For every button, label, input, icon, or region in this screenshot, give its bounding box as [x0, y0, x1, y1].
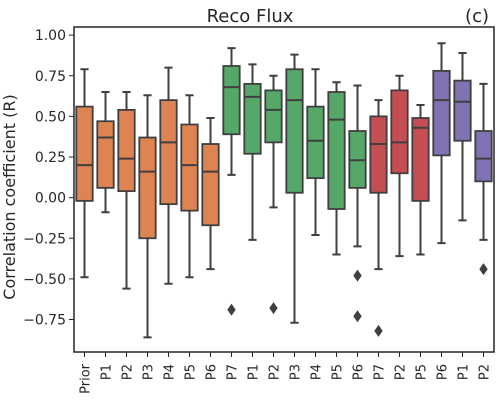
- box-group: [327, 81, 346, 256]
- x-tick-label: P2: [394, 364, 409, 380]
- x-tick-label: P3: [289, 364, 304, 380]
- box-group: [306, 68, 325, 236]
- x-tick-label: P2: [268, 364, 283, 380]
- box-group: [432, 42, 451, 245]
- outlier-point: [479, 263, 488, 276]
- y-tick-label: −0.25: [23, 231, 66, 247]
- iqr-box: [327, 91, 346, 210]
- x-tick-label: P1: [100, 364, 115, 380]
- box-group: [390, 74, 409, 258]
- iqr-box: [96, 120, 115, 189]
- x-tick-label: P6: [205, 364, 220, 380]
- y-tick-label: −0.75: [23, 313, 66, 329]
- iqr-box: [180, 123, 199, 212]
- box-group: [285, 53, 304, 324]
- box-group: [117, 91, 136, 290]
- iqr-box: [306, 105, 325, 180]
- iqr-box: [222, 65, 241, 136]
- x-tick-label: P3: [142, 364, 157, 380]
- x-tick-label: Prior: [79, 363, 94, 394]
- chart-title: Reco Flux: [207, 6, 294, 27]
- iqr-box: [390, 89, 409, 175]
- box-group: [264, 74, 283, 315]
- x-tick-label: P2: [121, 364, 136, 380]
- box-group: [474, 82, 493, 276]
- y-tick-label: −0.50: [23, 272, 66, 288]
- box-group: [369, 99, 388, 337]
- iqr-box: [75, 105, 94, 202]
- y-tick-label: 0.50: [35, 109, 66, 125]
- boxes-layer: [75, 42, 493, 339]
- x-tick-label: P5: [415, 364, 430, 380]
- outlier-point: [374, 324, 383, 337]
- iqr-box: [474, 130, 493, 183]
- iqr-box: [138, 136, 157, 240]
- iqr-box: [117, 108, 136, 193]
- outlier-point: [353, 310, 362, 323]
- y-axis-label: Correlation coefficient (R): [0, 94, 19, 299]
- plot-frame: [73, 26, 495, 353]
- x-tick-label: P6: [352, 364, 367, 380]
- x-tick-label: P2: [478, 364, 493, 380]
- box-group: [348, 84, 367, 323]
- x-tick-label: P5: [184, 364, 199, 380]
- x-tick-label: P1: [457, 364, 472, 380]
- box-group: [138, 94, 157, 339]
- iqr-box: [285, 68, 304, 194]
- iqr-box: [201, 143, 220, 227]
- panel-label: (c): [465, 6, 489, 27]
- box-group: [180, 94, 199, 279]
- x-tick-label: P4: [163, 364, 178, 380]
- y-tick-label: 1.00: [35, 28, 66, 44]
- box-group: [201, 117, 220, 271]
- outlier-point: [269, 302, 278, 315]
- box-group: [222, 47, 241, 316]
- x-tick-label: P7: [373, 364, 388, 380]
- iqr-box: [369, 115, 388, 194]
- box-group: [411, 104, 430, 256]
- x-tick-label: P1: [247, 364, 262, 380]
- x-tick-label: P4: [310, 364, 325, 380]
- axes-layer: Prior P1 P2 P3 P4 P5 P6 P7 P1 P2 P3 P4 P5 P6 P7 P2 P5 P6 P…: [23, 26, 495, 394]
- box-group: [243, 63, 262, 241]
- box-group: [159, 66, 178, 285]
- iqr-box: [264, 89, 283, 144]
- iqr-box: [243, 82, 262, 155]
- outlier-point: [227, 303, 236, 316]
- iqr-box: [453, 79, 472, 142]
- iqr-box: [432, 69, 451, 157]
- x-tick-label: P5: [331, 364, 346, 380]
- outlier-point: [353, 269, 362, 282]
- iqr-box: [159, 99, 178, 206]
- y-tick-label: 0.00: [35, 191, 66, 207]
- box-group: [453, 52, 472, 222]
- y-tick-label: 0.75: [35, 69, 66, 85]
- y-tick-label: 0.25: [35, 150, 66, 166]
- x-tick-label: P7: [226, 364, 241, 380]
- iqr-box: [411, 117, 430, 202]
- box-group: [75, 68, 94, 279]
- box-group: [96, 91, 115, 214]
- x-tick-label: P6: [436, 364, 451, 380]
